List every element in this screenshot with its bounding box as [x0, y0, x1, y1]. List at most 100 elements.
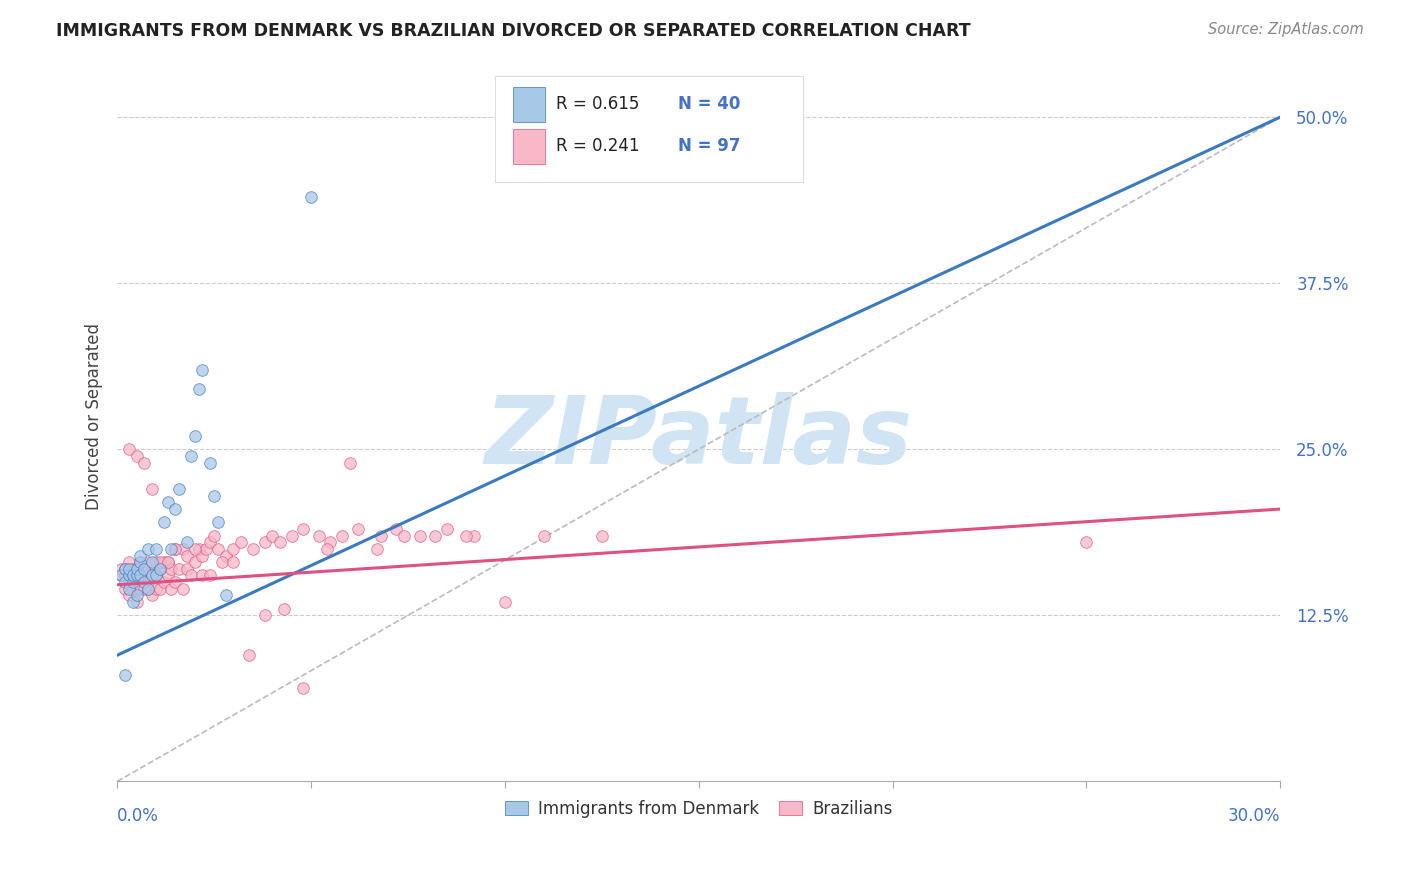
- Point: [121, 568, 143, 582]
- Point: [118, 555, 141, 569]
- Point: [533, 528, 555, 542]
- Point: [136, 568, 159, 582]
- Point: [215, 589, 238, 603]
- Point: [238, 648, 260, 663]
- Point: [118, 442, 141, 457]
- Point: [121, 568, 143, 582]
- Point: [167, 482, 190, 496]
- Point: [160, 541, 183, 556]
- Point: [145, 582, 167, 596]
- Point: [191, 549, 214, 563]
- Point: [134, 562, 156, 576]
- Point: [118, 568, 141, 582]
- Point: [423, 528, 446, 542]
- Point: [118, 575, 141, 590]
- Point: [145, 555, 167, 569]
- Point: [370, 528, 392, 542]
- Point: [339, 456, 361, 470]
- Point: [114, 582, 136, 596]
- Point: [167, 562, 190, 576]
- Point: [125, 562, 148, 576]
- Point: [231, 535, 253, 549]
- Point: [118, 589, 141, 603]
- Point: [456, 528, 478, 542]
- Point: [308, 528, 330, 542]
- Point: [110, 568, 132, 582]
- Point: [121, 575, 143, 590]
- Point: [136, 582, 159, 596]
- Point: [176, 562, 198, 576]
- Point: [262, 528, 284, 542]
- Y-axis label: Divorced or Separated: Divorced or Separated: [86, 323, 103, 509]
- Point: [207, 516, 229, 530]
- Point: [292, 681, 315, 696]
- Point: [141, 555, 163, 569]
- Point: [125, 449, 148, 463]
- Point: [200, 535, 222, 549]
- Point: [152, 516, 174, 530]
- Point: [136, 555, 159, 569]
- Point: [134, 456, 156, 470]
- Point: [156, 495, 179, 509]
- Point: [191, 362, 214, 376]
- Point: [156, 555, 179, 569]
- Text: IMMIGRANTS FROM DENMARK VS BRAZILIAN DIVORCED OR SEPARATED CORRELATION CHART: IMMIGRANTS FROM DENMARK VS BRAZILIAN DIV…: [56, 22, 972, 40]
- Point: [149, 582, 172, 596]
- Point: [211, 555, 233, 569]
- Point: [129, 582, 152, 596]
- Point: [114, 562, 136, 576]
- Text: N = 40: N = 40: [678, 95, 740, 113]
- Text: Source: ZipAtlas.com: Source: ZipAtlas.com: [1208, 22, 1364, 37]
- Point: [129, 555, 152, 569]
- Point: [207, 541, 229, 556]
- Point: [149, 562, 172, 576]
- Point: [125, 595, 148, 609]
- Point: [118, 568, 141, 582]
- Point: [183, 429, 205, 443]
- Point: [121, 595, 143, 609]
- Legend: Immigrants from Denmark, Brazilians: Immigrants from Denmark, Brazilians: [498, 793, 900, 824]
- Point: [172, 541, 194, 556]
- Point: [160, 562, 183, 576]
- Point: [463, 528, 485, 542]
- Point: [141, 482, 163, 496]
- Point: [346, 522, 368, 536]
- Point: [125, 568, 148, 582]
- Point: [330, 528, 353, 542]
- Text: N = 97: N = 97: [678, 136, 741, 154]
- Point: [121, 562, 143, 576]
- Point: [125, 582, 148, 596]
- Point: [136, 541, 159, 556]
- Point: [200, 568, 222, 582]
- Point: [180, 568, 202, 582]
- Text: R = 0.615: R = 0.615: [555, 95, 640, 113]
- Point: [273, 601, 295, 615]
- Point: [134, 575, 156, 590]
- Point: [110, 562, 132, 576]
- Point: [149, 562, 172, 576]
- Point: [280, 528, 302, 542]
- Point: [176, 549, 198, 563]
- Point: [129, 568, 152, 582]
- Point: [180, 449, 202, 463]
- Point: [152, 575, 174, 590]
- Point: [156, 555, 179, 569]
- Point: [110, 568, 132, 582]
- Point: [319, 535, 342, 549]
- Point: [242, 541, 264, 556]
- Point: [202, 489, 225, 503]
- Point: [129, 555, 152, 569]
- Point: [292, 522, 315, 536]
- Point: [114, 575, 136, 590]
- Point: [136, 582, 159, 596]
- Point: [145, 568, 167, 582]
- Point: [149, 555, 172, 569]
- Point: [315, 541, 337, 556]
- Point: [160, 582, 183, 596]
- Point: [141, 568, 163, 582]
- Point: [114, 568, 136, 582]
- Text: 0.0%: 0.0%: [117, 807, 159, 825]
- Point: [385, 522, 408, 536]
- Point: [215, 549, 238, 563]
- Point: [141, 589, 163, 603]
